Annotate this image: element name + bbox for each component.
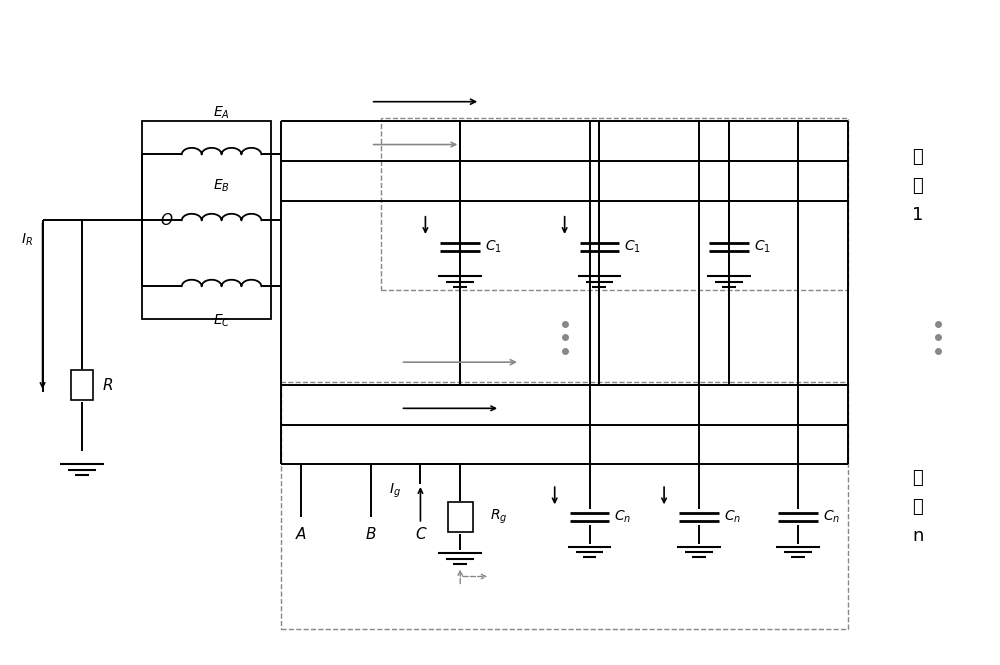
Text: $C_n$: $C_n$ [614, 509, 632, 525]
Text: $I_g$: $I_g$ [389, 481, 401, 500]
Bar [71, 370, 93, 400]
Text: A: A [296, 527, 306, 542]
Text: $C_1$: $C_1$ [624, 239, 641, 255]
Text: $E_B$: $E_B$ [213, 178, 230, 194]
Text: $E_A$: $E_A$ [213, 105, 230, 122]
Text: $I_R$: $I_R$ [21, 232, 33, 249]
Text: $C_n$: $C_n$ [823, 509, 840, 525]
Text: O: O [161, 213, 173, 228]
Bar [381, 118, 848, 290]
Text: $C_1$: $C_1$ [485, 239, 502, 255]
Bar [448, 502, 473, 532]
Bar [281, 382, 848, 629]
Bar [142, 122, 271, 319]
Text: $E_C$: $E_C$ [213, 313, 230, 329]
Text: 线
路
1: 线 路 1 [912, 148, 923, 224]
Text: 线
路
n: 线 路 n [912, 469, 923, 545]
Text: $C_1$: $C_1$ [754, 239, 771, 255]
Text: $R_g$: $R_g$ [490, 508, 508, 526]
Text: R: R [102, 378, 113, 393]
Text: C: C [415, 527, 426, 542]
Text: $C_n$: $C_n$ [724, 509, 741, 525]
Text: B: B [365, 527, 376, 542]
